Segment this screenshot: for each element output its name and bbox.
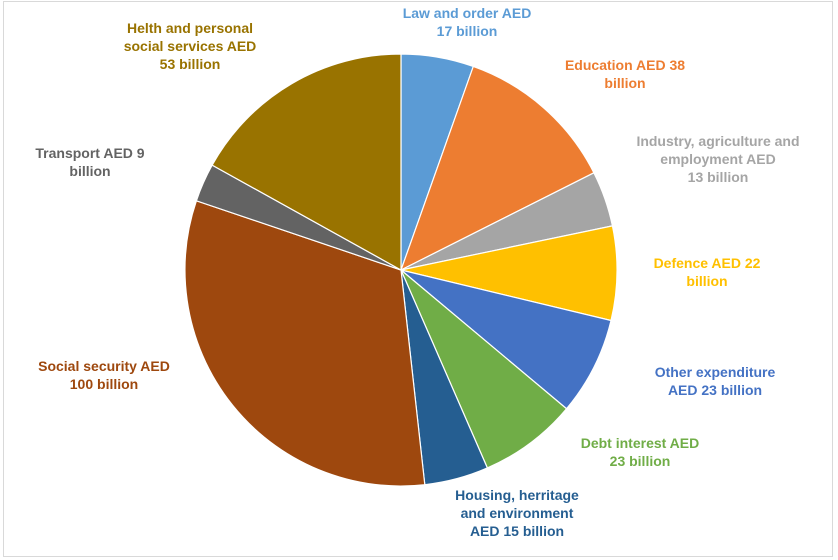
pie-labels: Law and order AED 17 billion Education AED… (35, 5, 799, 539)
data-label-line: and environment (461, 505, 574, 521)
pie-slice-health (211, 53, 402, 272)
data-label-line: Law and order AED (403, 5, 532, 21)
data-label-line: Education AED 38 (565, 57, 685, 73)
data-label-line: employment AED (660, 151, 775, 167)
data-label-line: 53 billion (160, 56, 221, 72)
data-label-line: Defence AED 22 (654, 255, 761, 271)
data-label-industry: Industry, agriculture and employment AED 1… (636, 133, 799, 185)
pie-slice-social (184, 200, 426, 487)
data-label-line: billion (686, 273, 727, 289)
data-label-line: AED 23 billion (668, 382, 762, 398)
data-label-debt: Debt interest AED 23 billion (581, 435, 700, 469)
data-label-line: Other expenditure (655, 364, 776, 380)
pie-slice-education (399, 65, 595, 272)
data-label-line: Housing, herritage (455, 487, 579, 503)
data-label-other: Other expenditure AED 23 billion (655, 364, 776, 398)
data-label-law: Law and order AED 17 billion (403, 5, 532, 39)
data-label-education: Education AED 38 billion (565, 57, 685, 91)
data-label-line: Industry, agriculture and (636, 133, 799, 149)
data-label-line: 17 billion (437, 23, 498, 39)
data-label-social: Social security AED 100 billion (38, 358, 170, 392)
data-label-line: 13 billion (688, 169, 749, 185)
data-label-line: 23 billion (610, 453, 671, 469)
data-label-transport: Transport AED 9 billion (35, 145, 144, 179)
data-label-line: Transport AED 9 (35, 145, 144, 161)
pie-slices (184, 53, 618, 487)
data-label-line: 100 billion (70, 376, 138, 392)
data-label-line: Helth and personal (127, 20, 253, 36)
data-label-defence: Defence AED 22 billion (654, 255, 761, 289)
data-label-line: social services AED (124, 38, 257, 54)
pie-slice-other (400, 269, 612, 410)
data-label-line: billion (69, 163, 110, 179)
pie-slice-debt (400, 269, 568, 469)
data-label-housing: Housing, herritage and environment AED 15 … (455, 487, 579, 539)
data-label-line: billion (604, 75, 645, 91)
data-label-health: Helth and personal social services AED 53 … (124, 20, 257, 72)
data-label-line: AED 15 billion (470, 523, 564, 539)
data-label-line: Debt interest AED (581, 435, 700, 451)
data-label-line: Social security AED (38, 358, 170, 374)
